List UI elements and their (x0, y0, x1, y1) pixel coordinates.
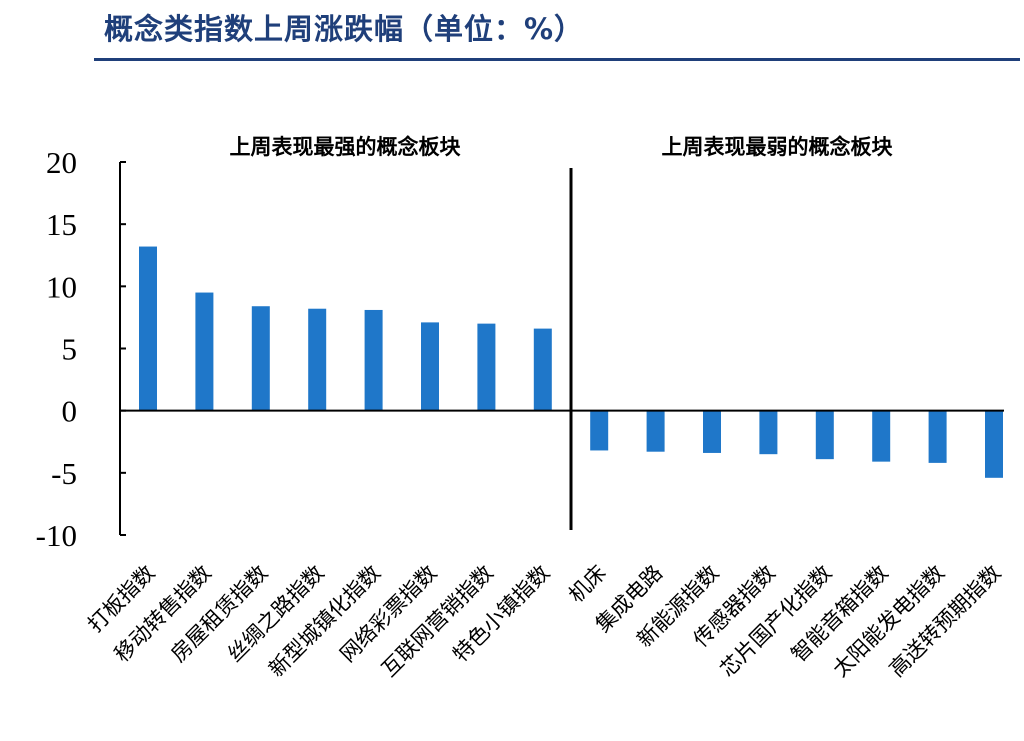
y-tick-label: -10 (36, 518, 77, 553)
y-tick-label: 15 (46, 207, 77, 242)
bar (364, 309, 383, 411)
bar (759, 410, 778, 455)
bar (703, 410, 721, 453)
y-tick-label: 10 (46, 269, 77, 304)
bar (985, 410, 1003, 478)
y-tick-label: -5 (51, 456, 77, 491)
y-tick-label: 0 (62, 394, 78, 429)
bar (308, 308, 327, 411)
y-tick-label: 5 (62, 332, 78, 367)
panel-label-strongest: 上周表现最强的概念板块 (230, 135, 462, 159)
y-tick-label: 20 (46, 145, 77, 180)
bar (477, 323, 496, 411)
bar (421, 322, 439, 411)
bar (195, 292, 214, 411)
bar (872, 410, 891, 462)
bar (139, 246, 157, 411)
bar (251, 306, 270, 411)
bar (533, 328, 552, 411)
bar (928, 410, 947, 463)
panel-label-weakest: 上周表现最弱的概念板块 (662, 135, 894, 159)
title-underline (94, 58, 1020, 61)
bar (646, 410, 665, 452)
page-title: 概念类指数上周涨跌幅（单位：%） (104, 12, 585, 46)
bar (815, 410, 834, 460)
bar (590, 410, 609, 451)
x-tick-label: 机床 (564, 561, 611, 608)
